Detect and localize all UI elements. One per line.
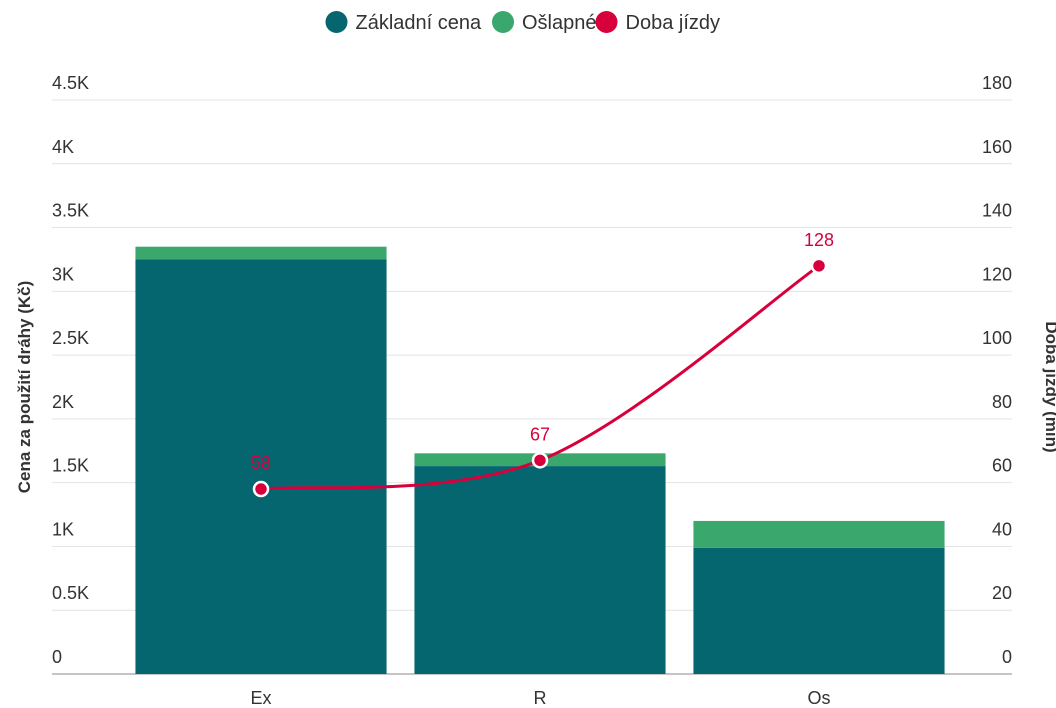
legend: Základní cena Ošlapné Doba jízdy <box>325 11 721 34</box>
y-tick-label: 0.5K <box>52 583 89 603</box>
y-tick-label: 0 <box>52 647 62 667</box>
y-tick-label: 1.5K <box>52 456 89 476</box>
y-tick-label: 4.5K <box>52 73 89 93</box>
data-label: 67 <box>530 424 550 444</box>
bar-segment <box>135 259 387 674</box>
legend-swatch <box>325 11 348 33</box>
data-label: 58 <box>251 453 271 473</box>
y2-tick-label: 160 <box>982 137 1012 157</box>
y-tick-label: 1K <box>52 519 74 539</box>
y2-tick-label: 60 <box>992 456 1012 476</box>
y2-tick-label: 80 <box>992 392 1012 412</box>
y2-tick-label: 120 <box>982 264 1012 284</box>
legend-label: Základní cena <box>356 12 483 34</box>
legend-swatch <box>492 11 514 33</box>
y2-axis-title: Doba jízdy (min) <box>1042 321 1056 452</box>
y2-tick-label: 180 <box>982 73 1012 93</box>
y2-tick-label: 20 <box>992 583 1012 603</box>
line-point <box>810 257 828 275</box>
bar-segment <box>135 246 387 260</box>
bar-segment <box>414 466 666 674</box>
y2-tick-label: 100 <box>982 328 1012 348</box>
data-label: 128 <box>804 230 834 250</box>
y2-tick-label: 140 <box>982 201 1012 221</box>
bar-segment <box>693 520 945 548</box>
bar-segment <box>693 547 945 674</box>
y-axis-title: Cena za použití dráhy (Kč) <box>15 281 34 494</box>
legend-label: Ošlapné <box>522 12 597 34</box>
y-tick-label: 4K <box>52 137 74 157</box>
y-tick-label: 3K <box>52 264 74 284</box>
line-point <box>531 452 549 469</box>
y2-tick-label: 0 <box>1002 647 1012 667</box>
y-tick-label: 3.5K <box>52 201 89 221</box>
legend-swatch <box>595 11 618 33</box>
legend-label: Doba jízdy <box>626 12 721 34</box>
x-tick-label: Ex <box>250 688 271 708</box>
y-tick-label: 2.5K <box>52 328 89 348</box>
y-tick-label: 2K <box>52 392 74 412</box>
x-tick-label: Os <box>807 688 830 708</box>
x-tick-label: R <box>534 688 547 708</box>
line-point <box>252 480 270 498</box>
y2-tick-label: 40 <box>992 519 1012 539</box>
